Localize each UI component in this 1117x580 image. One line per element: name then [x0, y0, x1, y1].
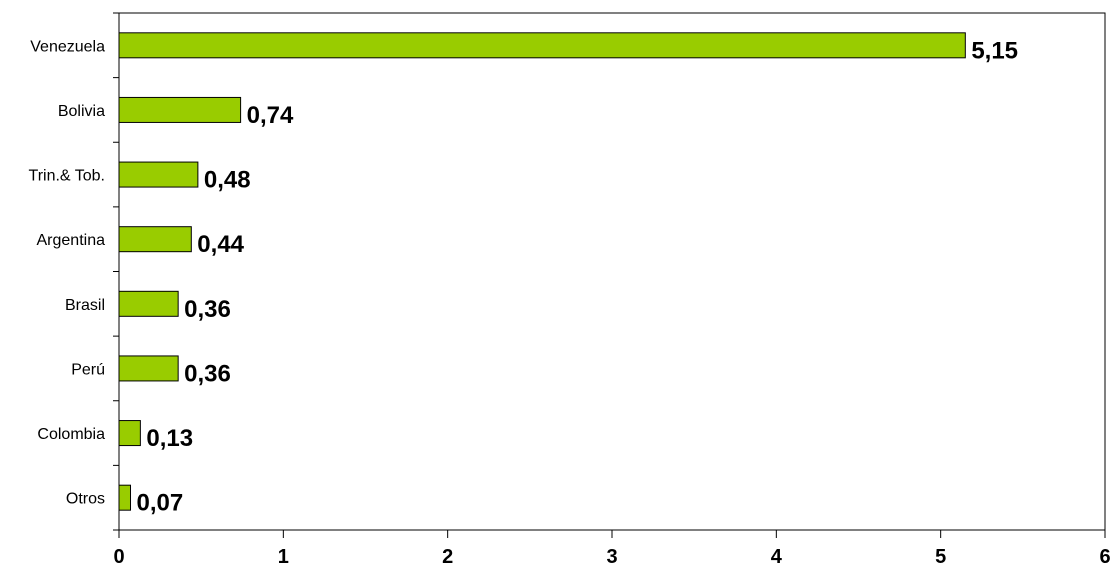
bar — [118, 290, 179, 317]
bar — [118, 226, 192, 253]
category-label: Perú — [71, 361, 105, 378]
x-tick-label: 5 — [935, 546, 946, 568]
bar — [118, 420, 141, 447]
data-label: 0,36 — [184, 296, 231, 323]
x-tick-label: 1 — [278, 546, 289, 568]
category-label: Bolivia — [58, 103, 105, 120]
data-label: 0,36 — [184, 360, 231, 387]
bar — [118, 161, 199, 188]
x-axis-ticks-group: 0 1 2 3 4 5 6 — [113, 530, 1111, 568]
x-tick-label: 4 — [771, 546, 783, 568]
category-label: Colombia — [37, 426, 105, 443]
bar — [118, 96, 242, 123]
category-label: Otros — [66, 491, 105, 508]
bar — [118, 484, 132, 511]
data-label: 0,44 — [197, 231, 244, 258]
x-tick-label: 0 — [113, 546, 124, 568]
x-tick-label: 6 — [1099, 546, 1110, 568]
category-labels-group: Venezuela Bolivia Trin.& Tob. Argentina Bras… — [29, 38, 106, 507]
x-tick-label: 2 — [442, 546, 453, 568]
bar — [118, 355, 179, 382]
category-label: Venezuela — [30, 38, 105, 55]
plot-border — [118, 12, 1106, 531]
category-label: Brasil — [65, 297, 105, 314]
data-label: 0,13 — [146, 425, 193, 452]
x-tick-label: 3 — [606, 546, 617, 568]
category-label: Argentina — [37, 232, 106, 249]
data-labels-group: 5,15 0,74 0,48 0,44 0,36 0,36 0,13 0,07 — [137, 37, 1019, 516]
bars-group — [118, 32, 966, 511]
data-label: 5,15 — [971, 37, 1018, 64]
bar — [118, 32, 966, 59]
plot-area-frame — [113, 12, 1106, 531]
category-label: Trin.& Tob. — [29, 168, 105, 185]
data-label: 0,74 — [247, 102, 294, 129]
data-label: 0,07 — [137, 490, 184, 517]
data-label: 0,48 — [204, 167, 251, 194]
